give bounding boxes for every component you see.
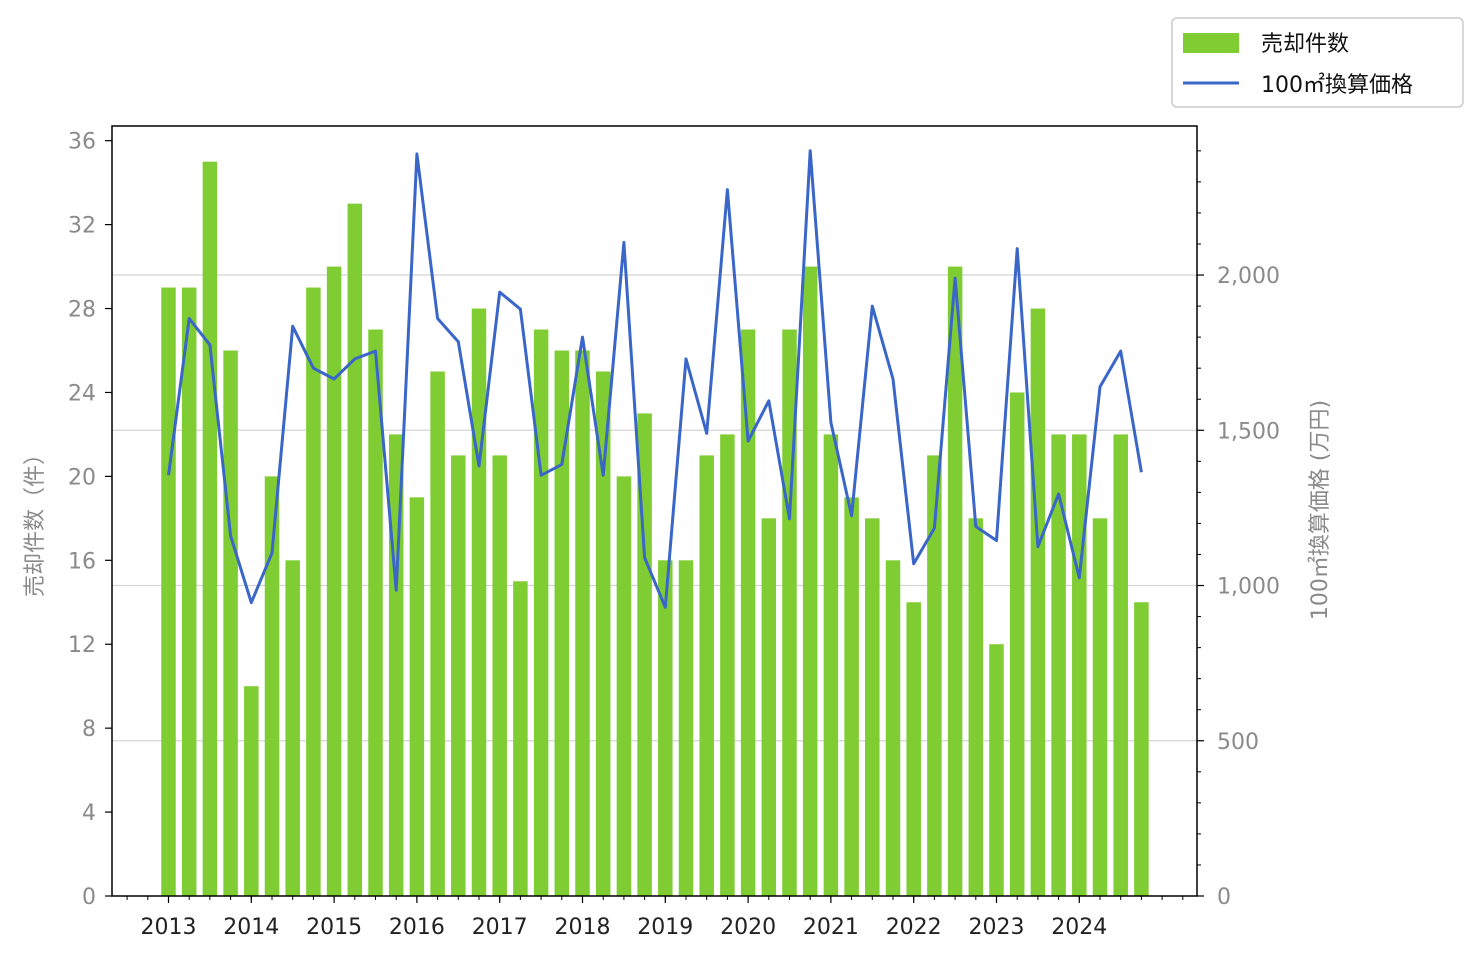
bar: [1031, 309, 1046, 896]
legend: 売却件数 100㎡換算価格: [1172, 18, 1463, 107]
x-tick-label: 2023: [969, 915, 1025, 940]
x-tick-label: 2014: [223, 915, 279, 940]
x-tick-label: 2022: [886, 915, 942, 940]
left-tick-label: 32: [68, 214, 96, 239]
bar: [244, 686, 258, 896]
bar: [658, 560, 673, 896]
left-tick-label: 20: [68, 465, 96, 490]
bar: [1134, 602, 1149, 896]
bar: [327, 267, 342, 896]
left-tick-label: 0: [82, 885, 96, 910]
bar: [1010, 392, 1024, 896]
bar: [720, 434, 735, 896]
bar: [617, 476, 632, 896]
bar: [348, 204, 363, 896]
bar: [948, 267, 963, 896]
left-tick-label: 16: [68, 549, 96, 574]
left-tick-label: 24: [68, 381, 96, 406]
bar: [762, 518, 777, 896]
left-tick-label: 4: [82, 801, 96, 826]
right-tick-label: 500: [1217, 730, 1259, 755]
left-tick-label: 28: [68, 298, 96, 323]
bar-series: [161, 162, 1148, 896]
right-tick-label: 2,000: [1217, 264, 1280, 289]
bar: [844, 497, 859, 896]
bar: [906, 602, 921, 896]
bar: [989, 644, 1004, 896]
bar: [306, 288, 321, 896]
right-tick-label: 1,000: [1217, 575, 1280, 600]
bar: [223, 350, 238, 896]
bar: [741, 330, 756, 896]
bar: [451, 455, 466, 896]
bar: [1072, 434, 1087, 896]
bar: [969, 518, 984, 896]
bar: [472, 309, 487, 896]
bar: [410, 497, 425, 896]
bar: [886, 560, 901, 896]
bar: [534, 330, 549, 896]
bar: [182, 288, 197, 896]
bar: [1113, 434, 1128, 896]
left-tick-label: 36: [68, 130, 96, 155]
bar: [203, 162, 218, 896]
bar: [513, 581, 528, 896]
legend-bar-label: 売却件数: [1261, 32, 1349, 57]
legend-line-label: 100㎡換算価格: [1261, 72, 1413, 98]
x-tick-label: 2013: [141, 915, 197, 940]
right-tick-label: 1,500: [1217, 419, 1280, 444]
bar: [865, 518, 880, 896]
left-axis-ticks: 0 4 8 12 16 20 24 28 32 36: [68, 130, 112, 910]
bar: [285, 560, 300, 896]
x-tick-label: 2019: [637, 915, 693, 940]
x-axis-ticks: 2013 2014 2015 2016 2017 2018 2019 2020 2021 2022…: [127, 896, 1183, 940]
bar: [699, 455, 714, 896]
bar: [679, 560, 694, 896]
bar: [824, 434, 839, 896]
bar: [1093, 518, 1108, 896]
right-axis-label: 100㎡換算価格 (万円): [1307, 400, 1333, 620]
x-tick-label: 2018: [555, 915, 611, 940]
bar: [492, 455, 507, 896]
x-tick-label: 2020: [720, 915, 776, 940]
x-tick-label: 2017: [472, 915, 528, 940]
bar: [803, 267, 818, 896]
x-tick-label: 2016: [389, 915, 445, 940]
left-tick-label: 12: [68, 633, 96, 658]
right-tick-label: 0: [1217, 885, 1231, 910]
left-axis-label: 売却件数（件）: [23, 443, 48, 597]
left-tick-label: 8: [82, 717, 96, 742]
legend-bar-swatch: [1183, 33, 1239, 53]
x-tick-label: 2015: [306, 915, 362, 940]
bar: [575, 350, 590, 896]
bar: [161, 288, 176, 896]
x-tick-label: 2024: [1051, 915, 1107, 940]
x-tick-label: 2021: [803, 915, 859, 940]
right-axis-ticks: 0 500 1,000 1,500 2,000: [1197, 151, 1280, 910]
bar: [430, 371, 445, 896]
